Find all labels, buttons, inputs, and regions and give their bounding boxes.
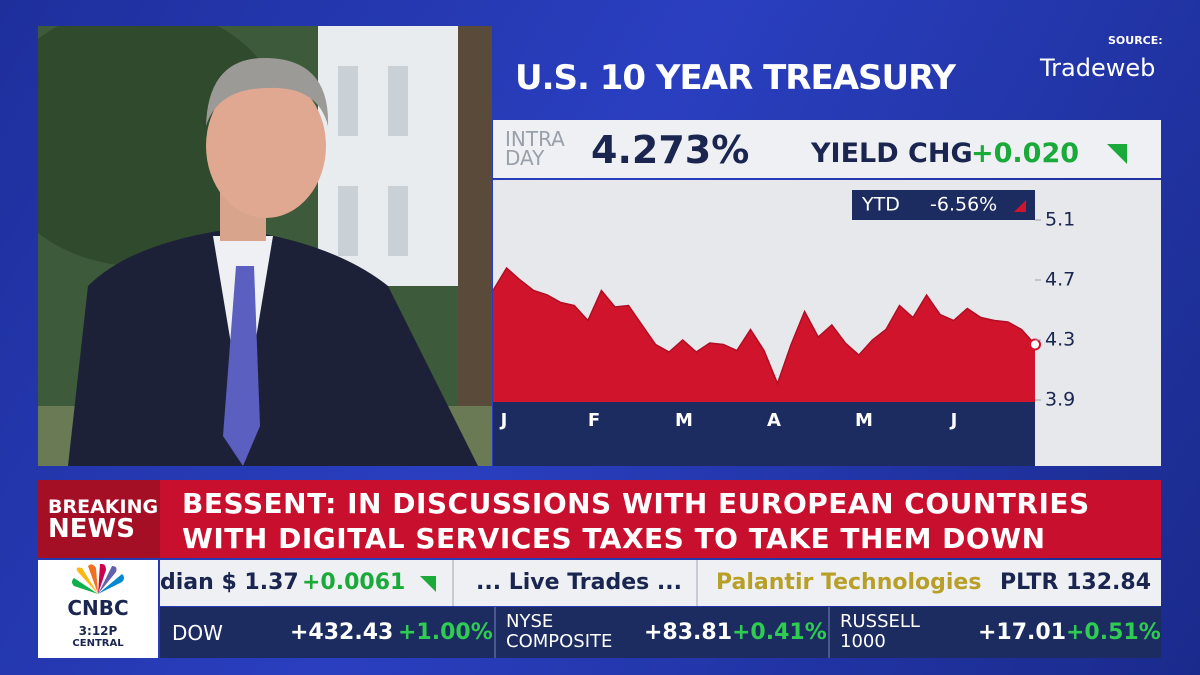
headline-bar: BESSENT: IN DISCUSSIONS WITH EUROPEAN CO… [160, 480, 1161, 558]
intraday-label: INTRA DAY [505, 127, 565, 170]
label-line: DAY [505, 146, 545, 170]
ticker-company: Palantir Technologies [716, 570, 982, 595]
x-tick-label: M [675, 410, 693, 431]
chart-title: U.S. 10 YEAR TREASURY [515, 58, 956, 98]
yield-value: 4.273% [591, 128, 750, 172]
divider [828, 607, 830, 658]
index-name: RUSSELL [840, 611, 920, 632]
x-tick-label: J [949, 410, 958, 431]
label-line: BREAKING [48, 496, 159, 518]
network-logo: CNBC 3:12P CENTRAL [38, 560, 158, 658]
divider [452, 560, 454, 606]
label-line: INTRA [505, 127, 565, 151]
index-change: +17.01 [978, 620, 1067, 645]
ticker-bar: dian $ 1.37 +0.0061 ... Live Trades ... … [160, 560, 1161, 606]
peacock [72, 563, 124, 594]
index-name: NYSE [506, 611, 554, 632]
index-percent: +0.41% [732, 620, 827, 645]
y-tick-label: 3.9 [1045, 389, 1075, 411]
divider [696, 560, 698, 606]
breaking-label: BREAKING NEWS [38, 480, 160, 558]
change-label: YIELD CHG [811, 138, 973, 169]
index-percent: +1.00% [398, 620, 493, 645]
index-percent: +0.51% [1066, 620, 1161, 645]
ticker-arrow [420, 576, 436, 592]
video-feed [38, 26, 492, 466]
ytd-box [852, 190, 1035, 220]
source-label: SOURCE: [1108, 34, 1163, 47]
headline-line: BESSENT: IN DISCUSSIONS WITH EUROPEAN CO… [182, 487, 1090, 520]
indices-bar: DOW +432.43 +1.00% NYSE COMPOSITE +83.81 +0.41… [160, 607, 1161, 658]
index-name: 1000 [840, 631, 886, 652]
quote-bar: INTRA DAY 4.273% YIELD CHG +0.020 [493, 120, 1161, 178]
y-tick-label: 5.1 [1045, 209, 1075, 231]
time-zone: CENTRAL [72, 638, 124, 649]
index-name: DOW [172, 621, 223, 645]
x-tick-label: M [855, 410, 873, 431]
ticker-change: +0.0061 [302, 570, 406, 595]
x-tick-label: J [499, 410, 508, 431]
headline-line: WITH DIGITAL SERVICES TAXES TO TAKE THEM… [182, 522, 1046, 555]
y-tick-label: 4.3 [1045, 329, 1075, 351]
ticker-price: PLTR 132.84 [1000, 570, 1152, 595]
x-tick-label: F [588, 410, 600, 431]
label-line: NEWS [48, 514, 135, 544]
divider [494, 607, 496, 658]
ytd-value: -6.56% [930, 194, 997, 216]
ytd-arrow [1014, 200, 1026, 212]
index-change: +83.81 [644, 620, 733, 645]
change-arrow [1107, 144, 1127, 164]
month-band [493, 402, 1035, 466]
ticker-item: dian $ 1.37 [160, 570, 299, 595]
last-point [1029, 338, 1041, 351]
area-fill [493, 268, 1035, 402]
ytd-label: YTD [861, 194, 900, 216]
time: 3:12P [78, 624, 118, 638]
index-name: COMPOSITE [506, 631, 613, 652]
x-tick-label: A [767, 410, 781, 431]
ticker-live: ... Live Trades ... [476, 570, 682, 595]
source-name: Tradeweb [1040, 54, 1156, 82]
brand: CNBC [67, 596, 129, 620]
area-line [492, 266, 1036, 386]
index-change: +432.43 [290, 620, 394, 645]
y-tick-label: 4.7 [1045, 269, 1075, 291]
change-value: +0.020 [971, 138, 1080, 169]
